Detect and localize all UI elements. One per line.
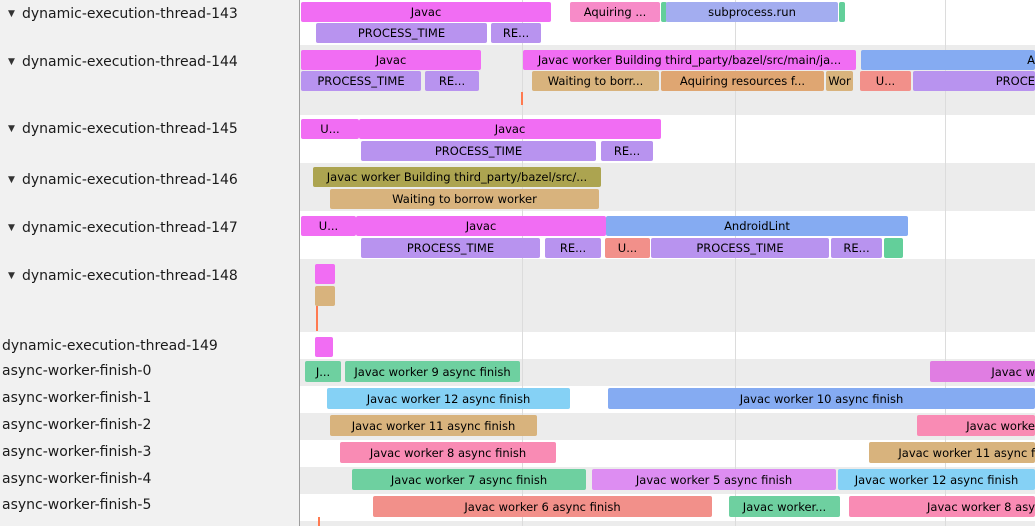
sidebar-row[interactable]: ▼ dynamic-execution-thread-145: [0, 119, 300, 139]
trace-slice[interactable]: Javac worker 12 async finish: [838, 469, 1035, 490]
sidebar-row[interactable]: async-worker-finish-5: [0, 495, 302, 515]
trace-slice[interactable]: [315, 264, 335, 284]
collapse-arrow-icon[interactable]: ▼: [8, 223, 15, 233]
sidebar-row[interactable]: ▼ dynamic-execution-thread-143: [0, 4, 300, 24]
trace-slice[interactable]: [661, 2, 667, 22]
track-name-sidebar: ▼ dynamic-execution-thread-143 ▼ dynamic-ex…: [0, 0, 300, 526]
flow-tick: [316, 306, 318, 331]
track-label: dynamic-execution-thread-148: [22, 268, 238, 284]
trace-slice[interactable]: Waiting to borrow worker: [330, 189, 599, 209]
trace-slice[interactable]: Javac worker 11 async f: [869, 442, 1035, 463]
trace-slice[interactable]: RE...: [425, 71, 479, 91]
sidebar-row[interactable]: ▼ dynamic-execution-thread-144: [0, 52, 300, 72]
time-gridline: [735, 0, 736, 526]
trace-slice[interactable]: Waiting to borr...: [532, 71, 659, 91]
sidebar-row[interactable]: async-worker-finish-0: [0, 361, 302, 381]
track-label: async-worker-finish-5: [2, 497, 152, 513]
sidebar-row[interactable]: ▼ dynamic-execution-thread-147: [0, 218, 300, 238]
trace-slice[interactable]: Javac worker 12 async finish: [327, 388, 570, 409]
collapse-arrow-icon[interactable]: ▼: [8, 271, 15, 281]
trace-slice[interactable]: RE...: [831, 238, 882, 258]
trace-slice[interactable]: Javac worker 5 async finish: [592, 469, 836, 490]
sidebar-row[interactable]: ▼ dynamic-execution-thread-148: [0, 266, 300, 286]
trace-slice[interactable]: Javac worker Building third_party/bazel/…: [523, 50, 856, 70]
sidebar-row[interactable]: async-worker-finish-3: [0, 442, 302, 462]
trace-slice[interactable]: PROCESS_TIME: [361, 238, 540, 258]
trace-slice[interactable]: subprocess.run: [666, 2, 838, 22]
trace-slice[interactable]: PROCE: [913, 71, 1035, 91]
trace-slice[interactable]: Javac: [301, 2, 551, 22]
time-gridline: [945, 0, 946, 526]
trace-slice[interactable]: Javac worker...: [729, 496, 840, 517]
trace-slice[interactable]: Aquiring ...: [570, 2, 660, 22]
track-label: dynamic-execution-thread-143: [22, 6, 238, 22]
trace-slice[interactable]: PROCESS_TIME: [301, 71, 421, 91]
trace-slice[interactable]: PROCESS_TIME: [316, 23, 487, 43]
trace-slice[interactable]: Javac worker 11 async finish: [330, 415, 537, 436]
sidebar-row[interactable]: dynamic-execution-thread-149: [0, 336, 302, 356]
trace-slice[interactable]: Javac w: [930, 361, 1035, 382]
trace-slice[interactable]: Javac worker 8 asy: [849, 496, 1035, 517]
track-label: dynamic-execution-thread-144: [22, 54, 238, 70]
row-stripe: [300, 332, 1035, 359]
trace-slice[interactable]: Javac worker 7 async finish: [352, 469, 586, 490]
collapse-arrow-icon[interactable]: ▼: [8, 9, 15, 19]
time-gridline: [522, 0, 523, 526]
trace-slice[interactable]: Aquiring resources f...: [661, 71, 824, 91]
trace-slice[interactable]: [839, 2, 845, 22]
sidebar-row[interactable]: ▼ dynamic-execution-thread-146: [0, 170, 300, 190]
collapse-arrow-icon[interactable]: ▼: [8, 175, 15, 185]
track-label: async-worker-finish-4: [2, 471, 152, 487]
trace-slice[interactable]: Wor: [826, 71, 853, 91]
trace-slice[interactable]: Javac: [301, 50, 481, 70]
flow-tick: [318, 517, 320, 526]
flow-tick: [521, 92, 523, 105]
trace-slice[interactable]: [315, 337, 333, 357]
trace-slice[interactable]: RE...: [491, 23, 541, 43]
trace-slice[interactable]: Javac worker 9 async finish: [345, 361, 520, 382]
trace-slice[interactable]: [884, 238, 903, 258]
track-label: async-worker-finish-0: [2, 363, 152, 379]
row-stripe: [300, 521, 1035, 526]
collapse-arrow-icon[interactable]: ▼: [8, 124, 15, 134]
trace-slice[interactable]: AndroidLint: [606, 216, 908, 236]
trace-slice[interactable]: U...: [301, 216, 356, 236]
trace-slice[interactable]: Javac worke: [917, 415, 1035, 436]
collapse-arrow-icon[interactable]: ▼: [8, 57, 15, 67]
trace-slice[interactable]: U...: [605, 238, 650, 258]
sidebar-row[interactable]: async-worker-finish-2: [0, 415, 302, 435]
trace-slice[interactable]: U...: [301, 119, 359, 139]
trace-slice[interactable]: Javac worker 6 async finish: [373, 496, 712, 517]
trace-slice[interactable]: Javac worker Building third_party/bazel/…: [313, 167, 601, 187]
timeline-track-area[interactable]: Javac Aquiring ... subprocess.run PROCESS_T…: [300, 0, 1035, 526]
trace-slice[interactable]: RE...: [601, 141, 653, 161]
track-label: async-worker-finish-1: [2, 390, 152, 406]
trace-slice[interactable]: J...: [305, 361, 341, 382]
track-label: dynamic-execution-thread-146: [22, 172, 238, 188]
trace-slice[interactable]: A: [861, 50, 1035, 70]
trace-slice[interactable]: [315, 286, 335, 306]
trace-slice[interactable]: Javac worker 8 async finish: [340, 442, 556, 463]
track-label: async-worker-finish-2: [2, 417, 152, 433]
trace-slice[interactable]: Javac worker 10 async finish: [608, 388, 1035, 409]
row-stripe: [300, 259, 1035, 332]
sidebar-row[interactable]: async-worker-finish-4: [0, 469, 302, 489]
trace-slice[interactable]: PROCESS_TIME: [361, 141, 596, 161]
trace-slice[interactable]: PROCESS_TIME: [651, 238, 829, 258]
trace-slice[interactable]: Javac: [359, 119, 661, 139]
sidebar-row[interactable]: async-worker-finish-1: [0, 388, 302, 408]
track-label: async-worker-finish-3: [2, 444, 152, 460]
trace-slice[interactable]: RE...: [545, 238, 601, 258]
track-label: dynamic-execution-thread-147: [22, 220, 238, 236]
trace-slice[interactable]: U...: [860, 71, 911, 91]
trace-slice[interactable]: Javac: [356, 216, 606, 236]
track-label: dynamic-execution-thread-145: [22, 121, 238, 137]
track-label: dynamic-execution-thread-149: [2, 338, 218, 354]
